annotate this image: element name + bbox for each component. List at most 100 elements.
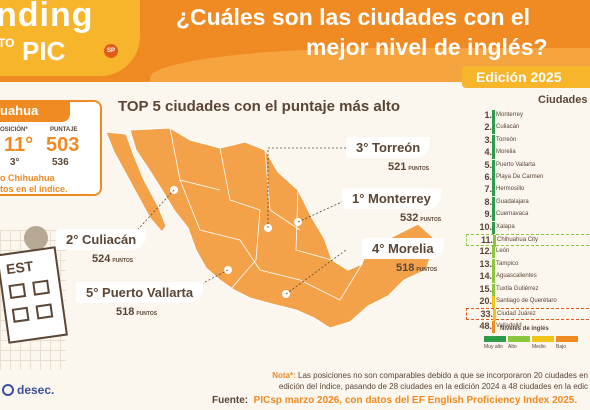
footnote-line-2: edición del índice, pasando de 28 ciudad… [278, 382, 588, 391]
list-item: 2. Culiacán [466, 122, 590, 135]
list-rank: 33. [480, 309, 493, 320]
chihuahua-note-line-1: o Chihuahua [0, 173, 55, 183]
footnote-line-1: Nota*: Las posiciones no son comparables… [100, 370, 588, 381]
level-color-bar [492, 122, 495, 135]
checkbox-icon [11, 306, 30, 323]
list-rank: 4. [484, 147, 492, 158]
list-city: Guadalajara [496, 198, 529, 205]
list-item: 10. Xalapa [466, 221, 590, 234]
list-rank: 8. [484, 196, 492, 207]
baja-california-shape [105, 131, 167, 233]
list-item: 6. Playa De Carmen [466, 172, 590, 184]
level-color-bar [492, 134, 495, 147]
chihuahua-card-title: uahua [0, 100, 70, 122]
list-item: 5. Puerto Vallarta [466, 159, 590, 172]
list-item: 3. Torreón [466, 134, 590, 147]
city-list-title: Ciudades [538, 94, 588, 106]
city-card-monterrey: 1° Monterrey 532 PUNTOS [342, 188, 442, 224]
legend-label: Medio [532, 344, 546, 350]
top5-subtitle: TOP 5 ciudades con el puntaje más alto [118, 98, 401, 115]
chihuahua-card: uahua OSICIÓN* PUNTAJE 11° 503 3° 536 o … [0, 100, 102, 196]
desec-logo: desec. [2, 383, 54, 397]
list-item: 9. Cuernavaca [466, 209, 590, 222]
city-label: 4° Morelia [362, 238, 444, 259]
list-rank: 13. [479, 258, 492, 269]
list-rank: 2. [484, 122, 492, 133]
list-item: 15. Tuxtla Gutiérrez [466, 283, 590, 296]
list-city: Cuernavaca [496, 211, 529, 218]
source-credit: Fuente: PICsp marzo 2026, con datos del … [212, 395, 577, 406]
points-value: 518 [116, 306, 135, 318]
city-card-morelia: 4° Morelia 518 PUNTOS [362, 238, 444, 274]
leader-lines [129, 147, 347, 295]
level-color-bar [492, 209, 495, 222]
level-color-bar [492, 110, 495, 122]
points-value: 518 [396, 262, 415, 274]
list-item: 4. Morelia [466, 147, 590, 160]
desec-brand-name: desec. [17, 383, 55, 397]
city-points: 521 PUNTOS [346, 161, 430, 173]
chihuahua-note: o Chihuahua tos en el índice. [0, 173, 68, 195]
level-color-bar [492, 246, 495, 259]
legend-swatch [532, 336, 554, 342]
level-color-bar [492, 184, 495, 197]
test-sheet-word: EST [5, 257, 35, 278]
list-item: 14. Aguascalientes [466, 271, 590, 284]
position-2024: 3° [10, 157, 20, 168]
legend-swatch [556, 336, 578, 342]
points-value: 524 [92, 253, 111, 265]
level-color-bar [492, 159, 495, 172]
puerto-vallarta-pin-icon [224, 266, 232, 274]
legend-label: Alto [508, 344, 517, 350]
footnote-text-1: Las posiciones no son comparables debido… [298, 371, 588, 380]
points-unit: PUNTOS [112, 258, 134, 264]
list-city: Aguascalientes [496, 273, 537, 280]
points-unit: PUNTOS [408, 166, 430, 172]
legend-swatch [508, 336, 530, 342]
page-title-line-2: mejor nivel de inglés? [306, 34, 548, 60]
score-2024: 536 [52, 157, 69, 168]
list-city: Playa De Carmen [496, 174, 544, 180]
logo-sp-badge: SP [104, 44, 118, 58]
points-value: 532 [400, 212, 419, 224]
list-item: 13. Tampico [466, 258, 590, 271]
level-color-bar [492, 196, 495, 209]
city-points: 518 PUNTOS [362, 262, 444, 274]
list-city: Torreón [496, 136, 517, 143]
level-color-bar [493, 235, 496, 247]
city-card-puerto-vallarta: 5° Puerto Vallarta 518 PUNTOS [76, 282, 204, 318]
position-label: OSICIÓN* [0, 127, 28, 133]
points-unit: PUNTOS [420, 217, 442, 223]
legend-item: Medio [532, 336, 554, 350]
city-card-torreon: 3° Torreón 521 PUNTOS [346, 137, 431, 173]
logo-text-2: TO [0, 36, 15, 50]
list-rank: 9. [484, 209, 492, 220]
logo-text-1: nding [0, 0, 94, 34]
list-item: 20. Santiago de Querétaro [466, 296, 590, 308]
city-points: 532 PUNTOS [342, 212, 441, 224]
footnote: Nota*: Las posiciones no son comparables… [100, 370, 590, 392]
list-city: León [496, 248, 510, 255]
city-label: 3° Torreón [346, 137, 431, 158]
checkbox-icon [35, 303, 54, 320]
list-city: Xalapa [496, 223, 515, 230]
legend-title: Niveles de inglés [500, 326, 549, 332]
list-rank: 11. [480, 235, 493, 245]
legend-label: Muy alto [484, 344, 503, 350]
list-city: Santiago de Querétaro [496, 298, 557, 304]
city-points: 524 PUNTOS [56, 253, 146, 265]
mexico-mainland-shape [129, 127, 437, 329]
points-value: 521 [388, 161, 407, 173]
city-label: 2° Culiacán [56, 229, 147, 250]
list-city: Tuxtla Gutiérrez [496, 285, 539, 292]
city-ranking-list: Ciudades 1. Monterrey 2. Culiacán 3. Torreón 4… [466, 94, 590, 334]
trending-logo: nding TO PIC SP [0, 0, 140, 76]
list-rank: 5. [484, 159, 492, 170]
points-unit: PUNTOS [416, 267, 438, 273]
list-rank: 48. [479, 320, 492, 331]
mexico-map [105, 127, 437, 329]
list-item: 11. Chihuahua City [466, 234, 590, 247]
level-color-bar [492, 283, 495, 296]
list-rank: 6. [484, 172, 492, 182]
legend-swatch [484, 336, 506, 342]
